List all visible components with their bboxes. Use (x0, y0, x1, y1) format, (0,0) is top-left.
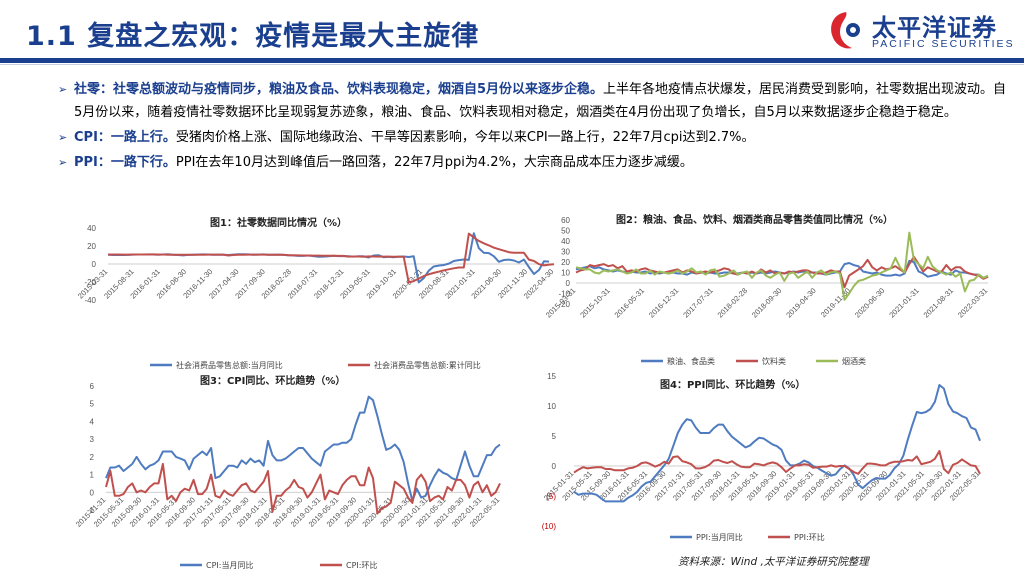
series-line-1 (105, 462, 501, 515)
y-tick-label: 1 (90, 471, 95, 480)
y-tick-label: 15 (547, 372, 556, 381)
chart-title: 图1：社零数据同比情况（%） (210, 216, 347, 229)
y-tick-label: 30 (561, 248, 570, 257)
bullet-body: 上半年各地疫情点状爆发，居民消费受到影响，社零数据出现波动。自5月份以来，随着疫… (74, 82, 1007, 120)
chart-cpi: 图3：CPI同比、环比趋势（%） 6 5 4 3 2 1 0 -1 2015-01-31 2015-… (74, 372, 520, 576)
y-tick-label: 4 (90, 417, 95, 426)
bullet-body: 受猪肉价格上涨、国际地缘政治、干旱等因素影响，今年以来CPI一路上行，22年7月… (175, 130, 755, 145)
y-tick-label: 2 (90, 453, 95, 462)
y-tick-label: 10 (561, 269, 570, 278)
y-tick-label: 40 (561, 237, 570, 246)
chart-ppi: 图4：PPI同比、环比趋势（%） 15 10 5 0 (5) (10) 2015-01-31 2… (530, 372, 1000, 556)
x-tick-label: 2019-04-30 (784, 286, 817, 319)
chart-title: 图4：PPI同比、环比趋势（%） (660, 378, 805, 391)
legend-label: CPI:环比 (346, 560, 377, 570)
y-tick-label: -10 (558, 290, 570, 299)
bullet-ppi: ➢ PPI：一路下行。PPI在去年10月达到峰值后一路回落，22年7月ppi为4… (58, 151, 1013, 174)
x-tick-label: 2018-09-30 (750, 286, 783, 319)
y-tick-label: (10) (542, 522, 557, 531)
summary-bullets: ➢ 社零：社零总额波动与疫情同步，粮油及食品、饮料表现稳定，烟酒自5月份以来逐步… (58, 78, 1013, 174)
legend-label: 社会消费品零售总额:当月同比 (176, 360, 283, 370)
bullet-lead: 社零：社零总额波动与疫情同步，粮油及食品、饮料表现稳定，烟酒自5月份以来逐步企稳… (74, 82, 604, 97)
bullet-cpi: ➢ CPI：一路上行。受猪肉价格上涨、国际地缘政治、干旱等因素影响，今年以来CP… (58, 126, 1013, 149)
bullet-body: PPI在去年10月达到峰值后一路回落，22年7月ppi为4.2%，大宗商品成本压… (175, 155, 693, 170)
logo-mark-icon (831, 12, 860, 49)
y-tick-label: (5) (546, 492, 556, 501)
x-tick-label: 2022-03-31 (956, 286, 989, 319)
x-tick-label: 2019-11-30 (819, 286, 852, 319)
y-tick-label: 60 (561, 216, 570, 225)
y-tick-label: -20 (84, 278, 96, 287)
x-tick-label: 2021-08-31 (922, 286, 955, 319)
x-tick-label: 2020-06-30 (853, 286, 886, 319)
y-tick-label: 20 (87, 242, 96, 251)
chart-ppi-svg: 图4：PPI同比、环比趋势（%）151050(5)(10)2015-01-312… (542, 372, 982, 542)
chart-title: 图2：粮油、食品、饮料、烟酒类商品零售类值同比情况（%） (616, 213, 893, 226)
legend-label: 烟酒类 (842, 356, 866, 366)
x-tick-label: 2015-10-31 (578, 286, 611, 319)
y-tick-label: 20 (561, 258, 570, 267)
legend-label: 粮油、食品类 (667, 356, 715, 366)
legend-label: CPI:当月同比 (206, 560, 253, 570)
chart-cpi-svg: 图3：CPI同比、环比趋势（%）6543210-12015-01-312015-… (74, 374, 501, 570)
bullet-lead: PPI：一路下行。 (74, 155, 176, 170)
legend-label: PPI:环比 (794, 532, 825, 542)
y-tick-label: -40 (84, 296, 96, 305)
y-tick-label: 0 (92, 260, 97, 269)
page-title: 1.1 复盘之宏观：疫情是最大主旋律 (26, 21, 480, 52)
y-tick-label: 10 (547, 402, 556, 411)
x-tick-label: 2018-02-28 (716, 286, 749, 319)
title-divider (0, 58, 1024, 63)
bullet-lead: CPI：一路上行。 (74, 130, 176, 145)
series-line-0 (105, 395, 501, 503)
bullet-retail: ➢ 社零：社零总额波动与疫情同步，粮油及食品、饮料表现稳定，烟酒自5月份以来逐步… (58, 78, 1013, 124)
source-note: 资料来源：Wind ,太平洋证券研究院整理 (678, 556, 869, 568)
y-tick-label: 3 (90, 435, 95, 444)
series-line-0 (573, 384, 981, 503)
x-tick-label: 2021-01-31 (887, 286, 920, 319)
bullet-arrow-icon: ➢ (58, 156, 68, 169)
bullet-arrow-icon: ➢ (58, 131, 68, 144)
y-tick-label: 5 (90, 400, 95, 409)
chart-title: 图3：CPI同比、环比趋势（%） (200, 374, 345, 387)
x-tick-label: 2016-05-31 (613, 286, 646, 319)
y-tick-label: 40 (87, 224, 96, 233)
y-tick-label: -20 (558, 300, 570, 309)
bullet-arrow-icon: ➢ (58, 83, 68, 96)
series-line-1 (573, 450, 981, 475)
y-tick-label: 0 (552, 462, 557, 471)
y-tick-label: 0 (566, 279, 571, 288)
series-line-1 (108, 232, 555, 284)
chart-food-beverage: 图2：粮油、食品、饮料、烟酒类商品零售类值同比情况（%） 60 50 40 30 20 10… (544, 213, 1016, 382)
y-tick-label: 0 (90, 488, 95, 497)
x-tick-label: 2017-07-31 (681, 286, 714, 319)
legend-label: PPI:当月同比 (696, 532, 743, 542)
chart-retail-sales-svg: 图1：社零数据同比情况（%）40200-20-402015-03-312015-… (76, 216, 555, 370)
y-tick-label: 5 (552, 432, 557, 441)
series-line-2 (575, 231, 989, 301)
legend-label: 饮料类 (762, 356, 786, 366)
x-tick-label: 2016-12-31 (647, 286, 680, 319)
logo-text-en: PACIFIC SECURITIES (872, 38, 1015, 50)
title-divider-thin (0, 64, 1024, 65)
brand-logo: 太平洋证券 PACIFIC SECURITIES (826, 8, 1016, 54)
y-tick-label: 6 (90, 382, 95, 391)
logo-text-cn: 太平洋证券 (872, 14, 997, 42)
y-tick-label: -1 (87, 506, 95, 515)
legend-label: 社会消费品零售总额:累计同比 (374, 360, 481, 370)
chart-retail-sales: 图1：社零数据同比情况（%） 40 20 0 -20 -40 2015-03-31 2015-… (76, 214, 560, 382)
y-tick-label: 50 (561, 227, 570, 236)
